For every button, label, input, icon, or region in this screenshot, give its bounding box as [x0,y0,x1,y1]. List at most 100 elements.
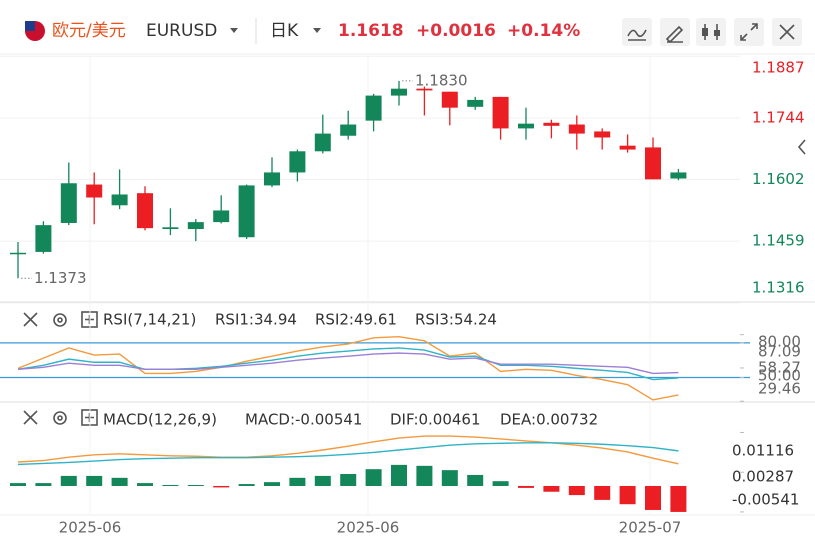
candle-body [238,185,255,238]
dropdown-arrow[interactable] [313,28,321,33]
close-icon [779,24,795,40]
macd-bar [645,485,661,510]
y-tick-label: 1.1602 [752,170,805,188]
macd-bar [86,475,103,486]
macd-bar [391,464,407,486]
indicator-line [17,336,679,401]
collapse-arrow[interactable] [797,139,806,155]
macd-bar [467,474,484,486]
indicator-line [17,352,679,375]
candle-body [619,145,636,150]
settings-icon [57,415,63,421]
legend-entry: DIF:0.00461 [390,411,481,429]
candle-body [441,91,458,108]
macd-bar [416,465,433,486]
panel-title: RSI(7,14,21) [103,311,196,329]
macd-bar [111,477,128,486]
macd-bar [543,485,560,492]
y-tick-label: 1.1459 [752,232,805,250]
macd-bar [10,483,26,486]
macd-bar [60,475,77,486]
candle-body [365,95,382,121]
indicator-line [17,442,679,466]
candle-body [314,133,331,152]
y-tick-label: 87.09 [758,343,801,361]
candle-body [86,184,103,198]
candle-body [10,252,26,255]
tool-button[interactable] [622,18,652,46]
candle-body [60,183,77,223]
period[interactable]: 日K [270,21,299,41]
macd-bar [365,469,382,486]
macd-bar [289,477,306,486]
tool-icon [627,29,647,41]
macd-bar [568,485,585,496]
candle-body [645,147,661,180]
macd-bar [314,475,331,486]
tool-icon [714,30,720,36]
macd-bar [187,485,204,487]
candle-body [340,124,357,136]
change-pct: +0.14% [507,21,580,41]
dropdown-arrow[interactable] [230,28,238,33]
macd-bar [492,481,509,486]
legend-entry: DEA:0.00732 [500,411,598,429]
indicator-line [17,347,679,381]
macd-bar [137,483,153,486]
y-tick-label: 58.27 [758,359,801,377]
candle-body [467,99,484,107]
y-tick-label: 1.1887 [752,59,805,77]
y-tick-label: 0.00287 [732,468,794,486]
y-tick-label: 1.1316 [752,279,805,297]
panel-title: MACD(12,26,9) [103,411,217,429]
candle-body [289,151,306,173]
legend-entry: RSI1:34.94 [215,311,297,329]
tool-button[interactable] [696,18,726,46]
tool-icon [740,23,758,41]
price: 1.1618 [338,21,404,41]
candle-body [391,88,407,96]
candle-body [416,88,433,91]
y-tick-label: 1.1744 [752,109,805,127]
legend-entry: MACD:-0.00541 [245,411,362,429]
candle-body [187,222,204,230]
annotation: 1.1830 [415,71,468,89]
header: 欧元/美元 EURUSD 日K 1.1618 +0.0016 +0.14% [25,18,802,46]
annotation: 1.1373 [34,269,87,287]
macd-bar [670,485,687,512]
flag-canton [25,21,35,31]
x-tick-label: 2025-06 [59,519,122,537]
x-tick-label: 2025-06 [337,519,400,537]
indicator-line [17,435,679,465]
macd-bar [35,483,52,486]
macd-bar [619,485,636,505]
y-tick-label: 0.01116 [732,442,794,460]
legend-entry: RSI3:54.24 [415,311,497,329]
symbol[interactable]: EURUSD [146,21,217,41]
candle-body [518,123,534,129]
close-icon[interactable] [23,410,38,425]
candle-body [111,194,128,206]
settings-icon[interactable] [53,411,67,425]
candle-body [264,172,280,186]
y-tick-label: -0.00541 [732,491,799,509]
candle-body [162,227,179,230]
tool-icon [665,25,684,44]
y-tick-label: 50.00 [758,367,801,385]
candle-body [670,172,687,179]
y-tick-label: 29.46 [758,380,801,398]
macd-bar [162,485,179,487]
macd-bar [594,485,611,500]
y-tick-label: 80.00 [758,333,801,351]
tool-button[interactable] [734,18,764,46]
candle-body [213,210,230,223]
pair-name: 欧元/美元 [52,21,126,41]
x-tick-label: 2025-07 [619,519,682,537]
macd-bar [441,470,458,486]
close-icon[interactable] [23,312,38,327]
settings-icon[interactable] [53,313,67,327]
candle-body [137,193,153,229]
candle-body [543,122,560,126]
